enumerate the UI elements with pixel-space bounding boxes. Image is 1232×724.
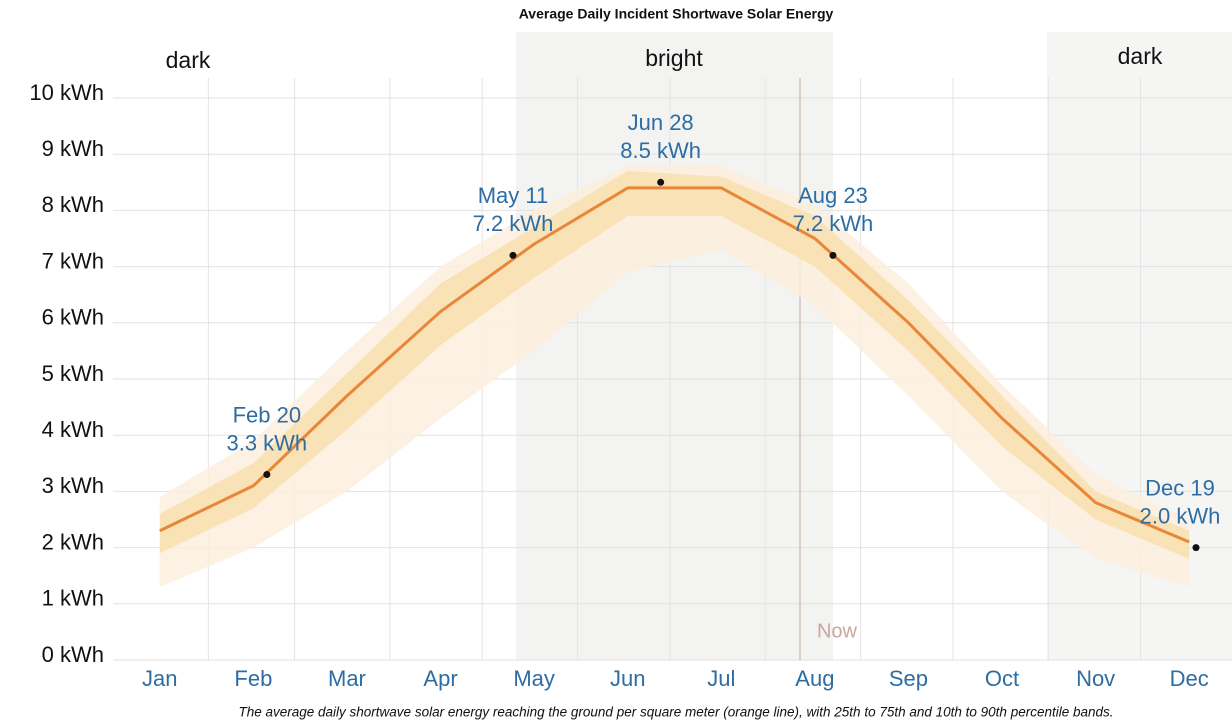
y-tick-label: 3 kWh — [42, 473, 104, 498]
annotation-value: 3.3 kWh — [226, 430, 307, 455]
x-tick-label: Feb — [234, 666, 272, 691]
annotation-point — [657, 178, 665, 186]
annotation-point — [829, 251, 837, 259]
x-tick-label: Dec — [1170, 666, 1209, 691]
annotation-value: 7.2 kWh — [793, 211, 874, 236]
y-tick-label: 8 kWh — [42, 192, 104, 217]
x-tick-label: Jan — [142, 666, 177, 691]
region-label: dark — [166, 47, 211, 73]
x-tick-label: Nov — [1076, 666, 1115, 691]
y-tick-label: 5 kWh — [42, 361, 104, 386]
annotation-date: May 11 — [478, 183, 549, 208]
x-tick-label: Sep — [889, 666, 928, 691]
annotation-date: Feb 20 — [233, 402, 302, 427]
annotation-point — [1192, 544, 1200, 552]
region-label: bright — [645, 45, 703, 71]
annotation-value: 7.2 kWh — [473, 211, 554, 236]
y-tick-label: 2 kWh — [42, 529, 104, 554]
annotation-point — [509, 251, 517, 259]
annotation-date: Aug 23 — [798, 183, 868, 208]
annotation-value: 2.0 kWh — [1140, 503, 1221, 528]
x-tick-label: Aug — [795, 666, 834, 691]
y-tick-label: 0 kWh — [42, 642, 104, 667]
x-tick-label: Mar — [328, 666, 366, 691]
y-tick-label: 10 kWh — [29, 80, 104, 105]
y-tick-label: 9 kWh — [42, 136, 104, 161]
y-tick-label: 4 kWh — [42, 417, 104, 442]
x-tick-label: Apr — [423, 666, 457, 691]
caption: The average daily shortwave solar energy… — [238, 705, 1113, 720]
y-tick-label: 6 kWh — [42, 305, 104, 330]
average-line — [159, 186, 1190, 544]
y-tick-label: 1 kWh — [42, 586, 104, 611]
annotation-date: Jun 28 — [628, 110, 694, 135]
x-tick-label: Jun — [610, 666, 645, 691]
x-tick-label: Jul — [707, 666, 735, 691]
now-label: Now — [817, 620, 858, 642]
region-label: dark — [1118, 43, 1163, 69]
chart-title: Average Daily Incident Shortwave Solar E… — [519, 6, 834, 22]
annotation-point — [263, 471, 271, 479]
y-tick-label: 7 kWh — [42, 248, 104, 273]
bright-region — [516, 32, 833, 660]
x-tick-label: Oct — [985, 666, 1019, 691]
x-tick-label: May — [513, 666, 555, 691]
annotation-date: Dec 19 — [1145, 475, 1215, 500]
annotation-value: 8.5 kWh — [620, 138, 701, 163]
percentile-band — [159, 171, 1190, 559]
